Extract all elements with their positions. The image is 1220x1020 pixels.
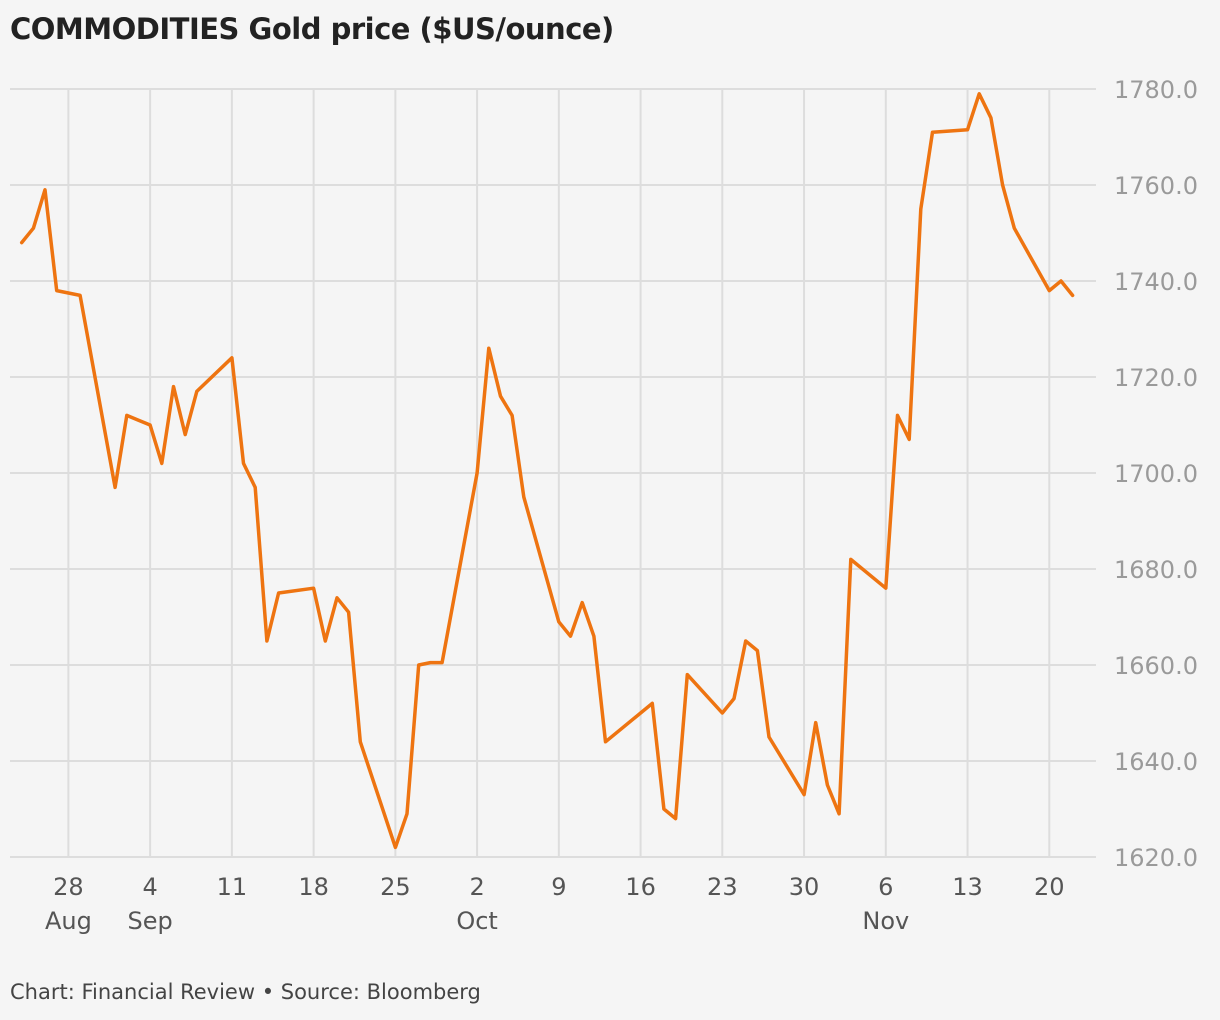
y-tick-label: 1660.0: [1114, 652, 1198, 680]
series-layer: [19, 92, 1075, 850]
x-tick-label: 18: [298, 873, 329, 901]
x-tick-label: 16: [625, 873, 656, 901]
x-tick-label: 9: [551, 873, 566, 901]
x-axis-ticks: 28 Aug 4 Sep 11 18 25 2 Oct 9 16 23 30 6 Nov 13 20: [45, 873, 1065, 935]
x-tick-label: 25: [380, 873, 411, 901]
title-main: Gold price ($US/ounce): [248, 12, 615, 46]
chart-title: COMMODITIES Gold price ($US/ounce): [10, 12, 614, 46]
chart-footer-credit: Chart: Financial Review • Source: Bloomb…: [10, 980, 481, 1004]
x-tick-label: 23: [707, 873, 738, 901]
y-tick-label: 1640.0: [1114, 748, 1198, 776]
x-tick-label: 28: [53, 873, 84, 901]
y-tick-label: 1720.0: [1114, 364, 1198, 392]
y-tick-label: 1700.0: [1114, 460, 1198, 488]
y-tick-label: 1680.0: [1114, 556, 1198, 584]
x-tick-label: 13: [952, 873, 983, 901]
gold-price-series-line: [19, 92, 1075, 850]
y-tick-label: 1620.0: [1114, 844, 1198, 872]
x-tick-label: 30: [789, 873, 820, 901]
x-tick-label: 6: [878, 873, 893, 901]
x-tick-label: 20: [1034, 873, 1065, 901]
x-tick-label: 2: [469, 873, 484, 901]
y-axis-ticks: 1780.0 1760.0 1740.0 1720.0 1700.0 1680.0 1660…: [1114, 76, 1198, 872]
y-tick-label: 1760.0: [1114, 172, 1198, 200]
x-tick-month-label: Oct: [456, 907, 498, 935]
grid-lines: [10, 88, 1096, 858]
y-tick-label: 1740.0: [1114, 268, 1198, 296]
y-tick-label: 1780.0: [1114, 76, 1198, 104]
x-tick-month-label: Sep: [128, 907, 173, 935]
x-tick-label: 4: [142, 873, 157, 901]
x-tick-label: 11: [217, 873, 248, 901]
x-tick-month-label: Aug: [45, 907, 92, 935]
x-tick-month-label: Nov: [862, 907, 909, 935]
title-prefix: COMMODITIES: [10, 12, 239, 46]
